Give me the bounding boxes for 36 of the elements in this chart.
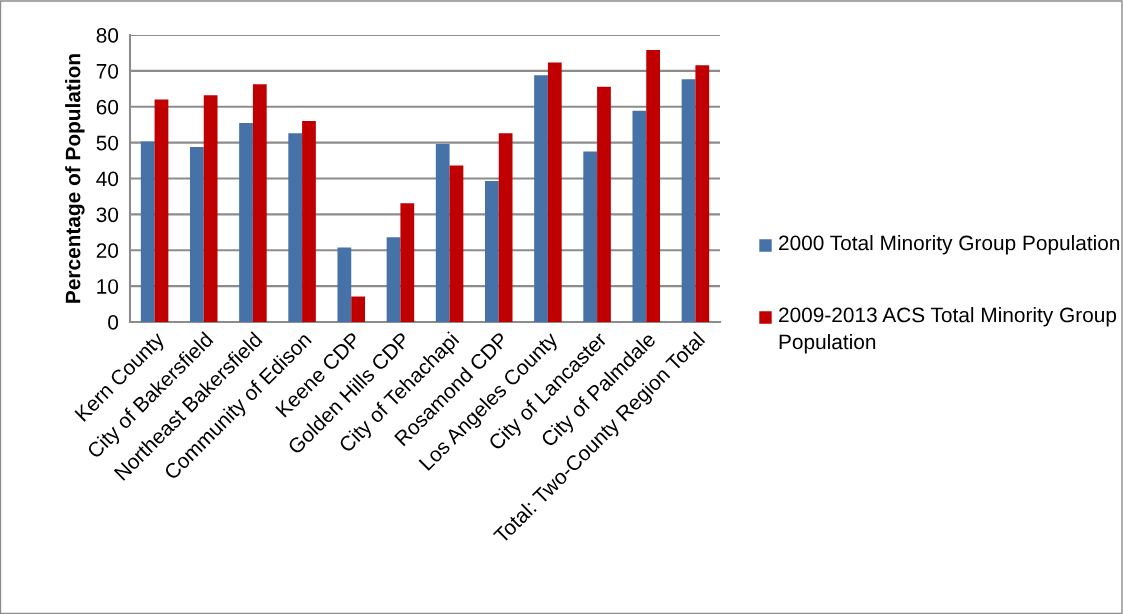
bar xyxy=(646,50,661,322)
y-tick-label: 40 xyxy=(96,171,119,187)
bar xyxy=(351,296,366,322)
y-axis-title: Percentage of Population xyxy=(65,54,85,303)
bar xyxy=(435,144,450,322)
y-tick-label: 0 xyxy=(108,315,119,330)
bar xyxy=(597,86,611,322)
y-tick-label: 10 xyxy=(97,279,119,294)
bar xyxy=(189,146,204,322)
bar xyxy=(498,133,513,322)
bar xyxy=(484,181,499,322)
legend-label: 2009-2013 ACS Total Minority Group Population xyxy=(779,307,1117,354)
y-tick-label: 20 xyxy=(96,243,119,258)
y-tick-label: 50 xyxy=(96,135,119,151)
bar xyxy=(140,141,155,322)
bar xyxy=(288,133,303,322)
bar xyxy=(400,203,415,322)
bar xyxy=(695,65,710,322)
y-tick-label: 60 xyxy=(96,99,119,115)
bar xyxy=(583,151,598,322)
bar xyxy=(252,84,267,322)
bar xyxy=(681,79,696,322)
bar xyxy=(449,165,464,322)
y-tick-label: 70 xyxy=(96,63,119,79)
bar xyxy=(337,247,352,322)
bar xyxy=(239,122,253,322)
y-tick-label: 30 xyxy=(96,207,119,223)
y-tick-label: 80 xyxy=(96,28,119,43)
bar xyxy=(632,110,647,322)
bar xyxy=(386,237,401,322)
bar xyxy=(302,121,316,322)
bar xyxy=(547,62,562,322)
bar xyxy=(203,95,218,322)
bar xyxy=(154,99,169,322)
bar xyxy=(534,75,548,322)
legend-label: 2000 Total Minority Group Population xyxy=(779,235,1120,255)
